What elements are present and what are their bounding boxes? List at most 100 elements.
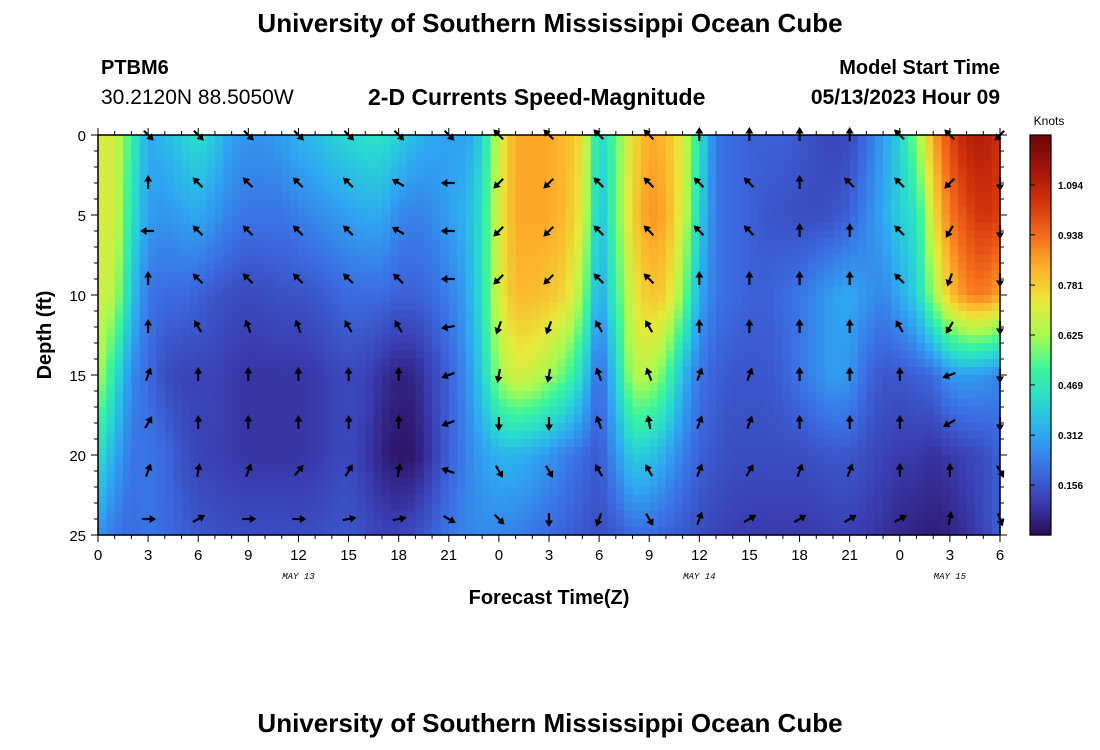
heatmap-cell (590, 295, 600, 304)
heatmap-cell (933, 159, 943, 168)
heatmap-cell (515, 183, 525, 192)
heatmap-cell (549, 295, 558, 304)
heatmap-cell (507, 167, 517, 176)
heatmap-cell (557, 375, 567, 384)
heatmap-cell (256, 239, 266, 248)
heatmap-cell (423, 287, 433, 296)
heatmap-cell (757, 215, 767, 224)
heatmap-cell (239, 311, 249, 320)
heatmap-cell (365, 439, 375, 448)
heatmap-cell (874, 479, 884, 488)
heatmap-cell (415, 279, 425, 288)
heatmap-cell (807, 303, 817, 312)
heatmap-cell (991, 151, 1001, 160)
heatmap-cell (340, 151, 350, 160)
heatmap-cell (891, 239, 901, 248)
heatmap-cell (181, 167, 191, 176)
heatmap-cell (974, 375, 984, 384)
heatmap-cell (657, 415, 667, 424)
heatmap-cell (766, 383, 776, 392)
heatmap-cell (699, 295, 709, 304)
heatmap-cell (557, 207, 567, 216)
heatmap-cell (924, 311, 934, 320)
heatmap-cell (482, 423, 492, 432)
heatmap-cell (682, 495, 692, 504)
heatmap-cell (599, 415, 609, 424)
heatmap-cell (924, 383, 934, 392)
heatmap-cell (549, 319, 558, 328)
heatmap-cell (273, 327, 283, 336)
heatmap-cell (908, 303, 918, 312)
heatmap-cell (515, 175, 525, 184)
heatmap-cell (423, 135, 433, 144)
heatmap-cell (540, 455, 550, 464)
heatmap-cell (139, 415, 149, 424)
heatmap-cell (398, 479, 408, 488)
heatmap-cell (607, 151, 617, 160)
heatmap-cell (290, 423, 300, 432)
heatmap-cell (716, 399, 725, 408)
heatmap-cell (381, 295, 391, 304)
heatmap-cell (490, 191, 500, 200)
heatmap-cell (432, 223, 442, 232)
heatmap-cell (816, 279, 826, 288)
heatmap-cell (574, 263, 584, 272)
heatmap-cell (916, 479, 926, 488)
heatmap-cell (699, 471, 709, 480)
heatmap-cell (214, 311, 224, 320)
heatmap-cell (114, 471, 124, 480)
heatmap-cell (624, 383, 634, 392)
heatmap-cell (356, 495, 366, 504)
heatmap-cell (766, 247, 776, 256)
heatmap-cell (841, 223, 851, 232)
heatmap-cell (933, 383, 943, 392)
heatmap-cell (716, 271, 725, 280)
heatmap-cell (131, 455, 141, 464)
heatmap-cell (290, 215, 300, 224)
heatmap-cell (189, 191, 199, 200)
heatmap-cell (824, 279, 834, 288)
heatmap-cell (941, 343, 951, 352)
heatmap-cell (849, 191, 859, 200)
heatmap-cell (899, 143, 909, 152)
heatmap-cell (98, 207, 107, 216)
heatmap-cell (148, 215, 158, 224)
heatmap-cell (933, 463, 943, 472)
heatmap-cell (148, 319, 158, 328)
heatmap-cell (607, 471, 617, 480)
heatmap-cell (248, 503, 258, 512)
heatmap-cell (465, 423, 475, 432)
heatmap-cell (991, 471, 1001, 480)
heatmap-cell (348, 311, 358, 320)
heatmap-cell (223, 303, 233, 312)
heatmap-cell (457, 495, 467, 504)
heatmap-cell (490, 487, 500, 496)
heatmap-cell (582, 151, 592, 160)
heatmap-cell (148, 255, 158, 264)
heatmap-cell (657, 295, 667, 304)
heatmap-cell (766, 495, 776, 504)
heatmap-cell (323, 447, 333, 456)
heatmap-cell (123, 215, 133, 224)
heatmap-cell (173, 343, 183, 352)
heatmap-cell (582, 471, 592, 480)
heatmap-cell (365, 343, 375, 352)
heatmap-cell (248, 207, 258, 216)
heatmap-cell (290, 375, 300, 384)
heatmap-cell (507, 367, 517, 376)
heatmap-cell (498, 239, 508, 248)
heatmap-cell (574, 167, 584, 176)
heatmap-cell (407, 223, 416, 232)
heatmap-cell (832, 287, 842, 296)
heatmap-cell (632, 303, 642, 312)
heatmap-cell (173, 247, 183, 256)
heatmap-cell (323, 391, 333, 400)
heatmap-cell (699, 439, 709, 448)
heatmap-cell (774, 495, 784, 504)
heatmap-cell (832, 391, 842, 400)
heatmap-cell (632, 167, 642, 176)
heatmap-cell (98, 135, 107, 144)
heatmap-cell (565, 239, 575, 248)
heatmap-cell (674, 287, 684, 296)
heatmap-cell (331, 223, 341, 232)
